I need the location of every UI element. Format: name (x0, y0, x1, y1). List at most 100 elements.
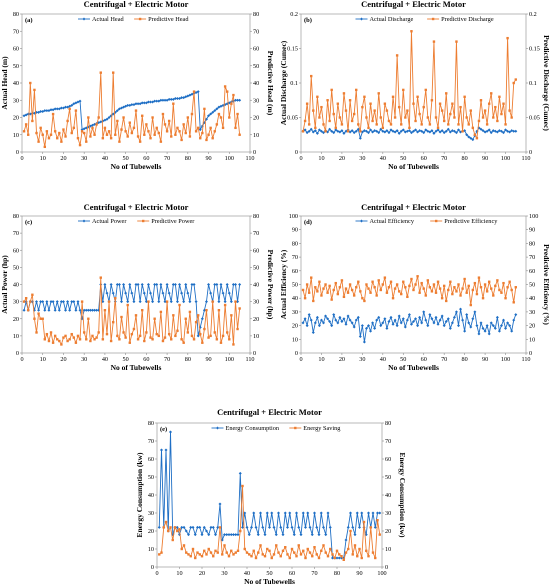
x-tick-label: 50 (123, 356, 129, 363)
data-point (361, 105, 364, 109)
data-point (172, 102, 175, 105)
x-tick-label: 10 (318, 155, 324, 162)
data-point (351, 525, 355, 529)
data-point (504, 128, 508, 132)
data-point (35, 300, 39, 304)
x-tick-label: 10 (40, 155, 46, 162)
data-point (440, 129, 444, 133)
data-point (122, 116, 125, 119)
data-point (230, 549, 233, 552)
data-point (376, 519, 379, 522)
data-point (180, 96, 184, 100)
data-point (409, 131, 413, 135)
legend-marker (216, 426, 219, 430)
data-point (354, 318, 358, 322)
x-axis-label: No of Tubewells (244, 577, 295, 584)
data-point (365, 549, 368, 552)
data-point (66, 119, 69, 123)
data-point (112, 71, 115, 74)
data-point (66, 339, 69, 343)
legend-label: Energy Consumption (226, 425, 280, 432)
data-point (211, 525, 215, 529)
data-point (241, 525, 244, 529)
data-point (138, 334, 142, 338)
data-point (176, 529, 179, 533)
data-point (360, 130, 364, 134)
y-tick-label: 80 (13, 213, 19, 220)
data-point (270, 556, 273, 560)
data-point (459, 307, 463, 311)
data-point (414, 119, 417, 123)
data-point (171, 538, 174, 542)
x-tick-label: 90 (356, 570, 362, 577)
data-point (365, 116, 368, 119)
data-point (333, 556, 336, 560)
x-tick-label: 30 (81, 356, 87, 363)
legend-label: Predictive Power (151, 218, 195, 225)
data-point (68, 338, 71, 341)
x-tick-label: 0 (155, 570, 158, 577)
data-point (203, 549, 206, 552)
legend: Actual Power Predictive Power (78, 218, 195, 225)
data-point (352, 294, 356, 297)
data-point (514, 129, 518, 133)
data-point (397, 131, 401, 135)
data-point (373, 109, 376, 112)
data-point (217, 112, 221, 116)
data-point (101, 338, 105, 341)
data-point (107, 116, 111, 119)
data-point (385, 291, 389, 294)
data-point (55, 300, 59, 304)
data-point (499, 324, 503, 328)
data-point (213, 331, 216, 334)
data-point (336, 321, 340, 325)
y2-tick-label: 0.15 (529, 46, 540, 53)
data-point (342, 558, 345, 561)
data-point (373, 326, 377, 330)
data-point (305, 131, 309, 135)
data-point (357, 280, 360, 283)
data-point (116, 119, 119, 123)
data-point (227, 291, 231, 295)
data-point (450, 321, 454, 325)
data-point (53, 107, 57, 111)
data-point (477, 332, 481, 336)
data-point (442, 324, 446, 328)
data-point (397, 314, 401, 318)
chart-panel-e: Centrifugal + Electric Motor 0 10 20 30 40 50 6… (135, 407, 407, 584)
data-point (455, 290, 458, 293)
data-point (279, 525, 283, 529)
data-point (95, 336, 98, 339)
data-point (471, 126, 475, 130)
data-point (187, 553, 190, 556)
data-point (223, 85, 227, 88)
data-point (328, 127, 332, 131)
data-point (91, 334, 94, 338)
data-point (367, 511, 370, 515)
data-point (243, 547, 246, 551)
y-tick-label: 0 (16, 350, 19, 357)
data-point (469, 136, 473, 140)
y-axis-label: Actual Efficiency (%) (279, 249, 288, 319)
y2-tick-label: 90 (529, 227, 535, 234)
data-point (31, 293, 34, 296)
data-point (105, 133, 109, 136)
data-point (72, 336, 76, 339)
legend: Energy Consumption Energy Saving (211, 425, 341, 432)
data-point (170, 338, 173, 341)
data-point (500, 112, 503, 116)
data-point (247, 533, 251, 537)
data-point (161, 339, 165, 343)
y-tick-label: 40 (148, 492, 154, 499)
data-point (374, 556, 377, 560)
data-point (312, 299, 315, 303)
data-point (305, 324, 309, 328)
data-point (132, 327, 136, 331)
data-point (49, 108, 53, 112)
data-point (336, 292, 340, 296)
data-point (39, 300, 43, 304)
y-tick-label: 0 (295, 350, 298, 357)
data-point (115, 109, 119, 113)
data-point (332, 313, 336, 317)
y-tick-label: 20 (13, 115, 19, 122)
